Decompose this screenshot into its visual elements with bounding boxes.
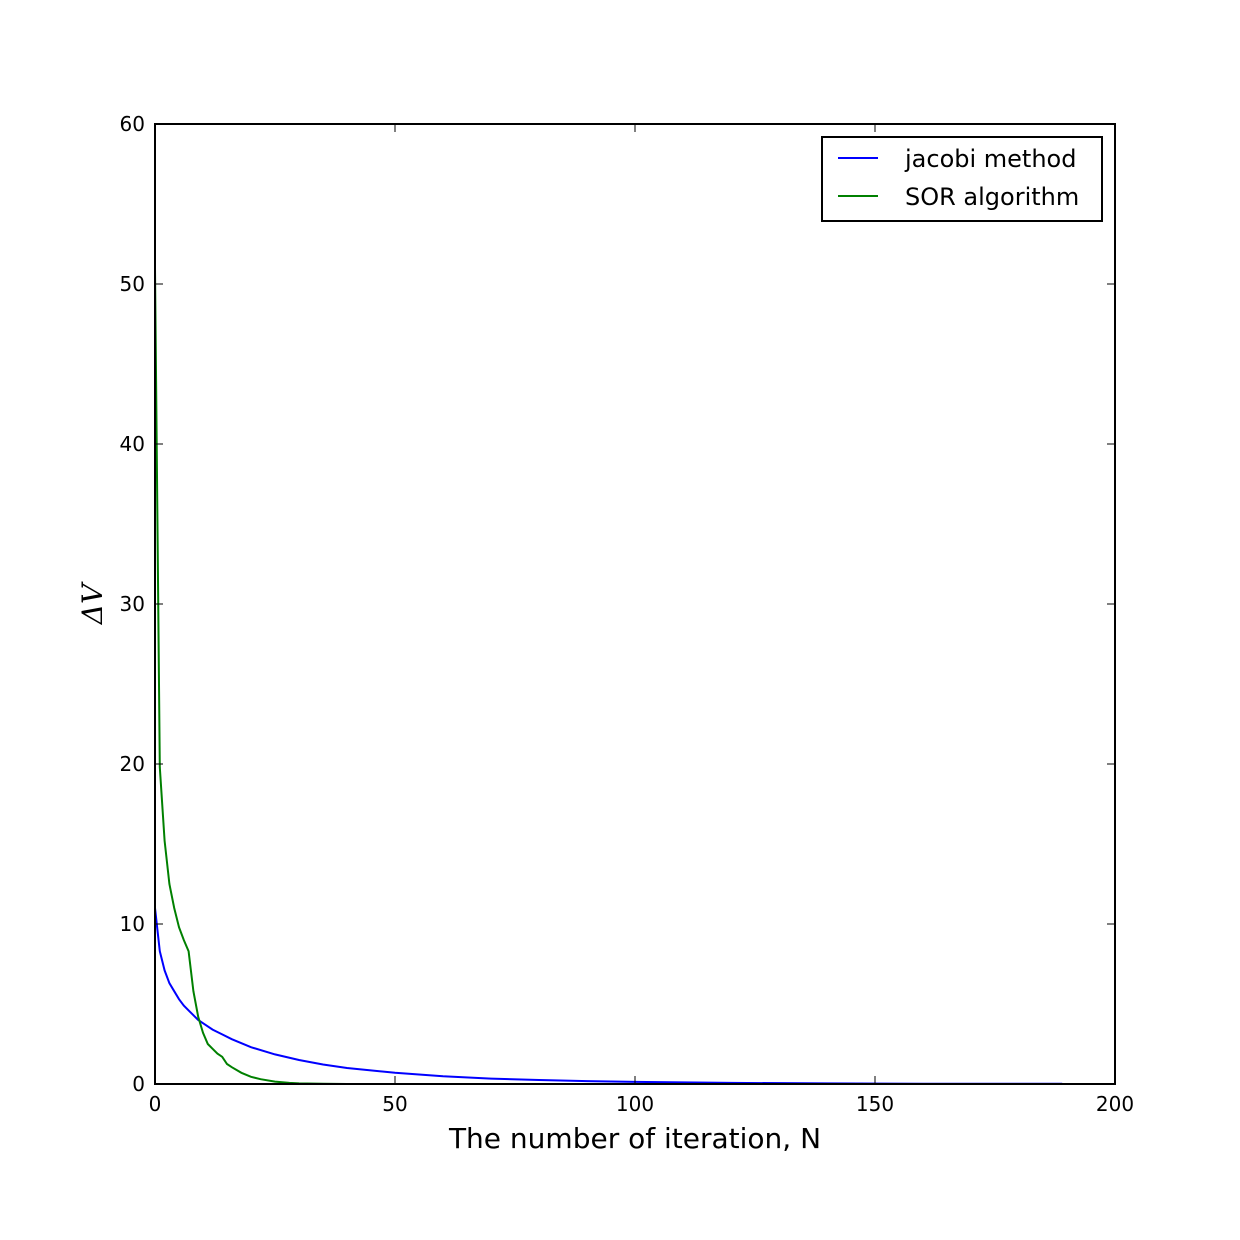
y-tick-label: 40 bbox=[120, 432, 145, 456]
y-tick-label: 10 bbox=[120, 912, 145, 936]
tick-layer: 0 50 100 150 200 0 10 20 30 40 50 60 bbox=[120, 112, 1135, 1116]
series-line-0 bbox=[154, 907, 1063, 1085]
y-tick-label: 50 bbox=[120, 272, 145, 296]
series-layer bbox=[154, 267, 1063, 1085]
legend: jacobi method SOR algorithm bbox=[821, 136, 1103, 222]
legend-box bbox=[821, 136, 1103, 222]
x-tick-label: 100 bbox=[616, 1092, 654, 1116]
series-line-1 bbox=[154, 267, 1063, 1085]
legend-label-jacobi: jacobi method bbox=[904, 145, 1076, 173]
x-tick-label: 150 bbox=[856, 1092, 894, 1116]
legend-label-sor: SOR algorithm bbox=[905, 183, 1079, 211]
y-axis-label: ΔV bbox=[76, 581, 109, 625]
y-tick-label: 20 bbox=[120, 752, 145, 776]
y-tick-label: 60 bbox=[120, 112, 145, 136]
y-tick-label: 30 bbox=[120, 592, 145, 616]
plot-area-frame bbox=[154, 123, 1116, 1085]
x-tick-label: 200 bbox=[1096, 1092, 1134, 1116]
x-tick-label: 0 bbox=[149, 1092, 162, 1116]
x-axis-label: The number of iteration, N bbox=[448, 1122, 821, 1155]
y-tick-label: 0 bbox=[132, 1072, 145, 1096]
x-tick-label: 50 bbox=[382, 1092, 407, 1116]
